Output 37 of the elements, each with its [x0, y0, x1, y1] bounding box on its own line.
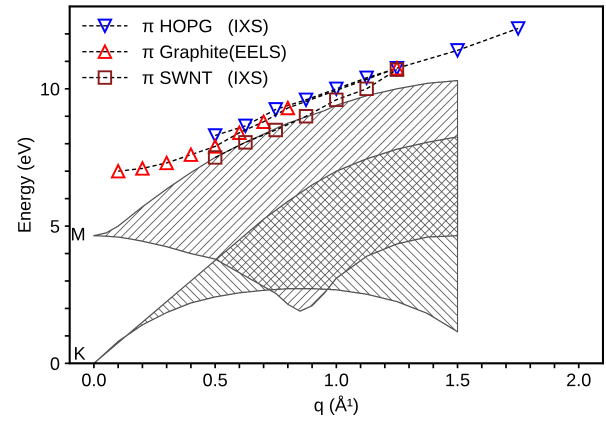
x-tick-label: 2.0	[567, 374, 591, 386]
point	[268, 102, 283, 117]
y-tick-label: 5	[50, 220, 60, 233]
point	[208, 128, 222, 143]
y-axis-title: Energy (eV)	[18, 138, 34, 232]
point	[159, 156, 174, 170]
y-tick-label: 0	[50, 357, 60, 370]
point	[208, 150, 222, 165]
point	[135, 161, 150, 176]
x-tick-label: 1.5	[446, 374, 470, 386]
point	[268, 122, 283, 138]
point	[510, 21, 526, 36]
legend-label: π Graphite(EELS)	[142, 44, 286, 62]
point	[208, 139, 222, 154]
point	[329, 82, 344, 96]
point	[280, 100, 296, 116]
x-tick-label: 0.5	[203, 374, 227, 386]
legend-label: π HOPG (IXS)	[142, 19, 268, 36]
point	[359, 82, 374, 96]
y-tick-label: 10	[41, 82, 60, 96]
point	[238, 118, 253, 134]
legend-label: π SWNT (IXS)	[142, 70, 268, 88]
annotation: M	[72, 228, 84, 240]
point	[256, 114, 271, 129]
point	[298, 92, 314, 108]
annotation: K	[75, 347, 86, 360]
point	[184, 147, 198, 162]
point	[359, 70, 374, 86]
x-tick-label: 0.0	[82, 374, 106, 386]
point	[450, 43, 465, 58]
point	[329, 92, 344, 108]
point	[110, 164, 126, 178]
x-tick-label: 1.0	[325, 374, 348, 386]
point	[238, 135, 253, 150]
point	[298, 109, 314, 124]
x-axis-title: q (Å¹)	[314, 395, 358, 416]
point	[232, 126, 247, 140]
